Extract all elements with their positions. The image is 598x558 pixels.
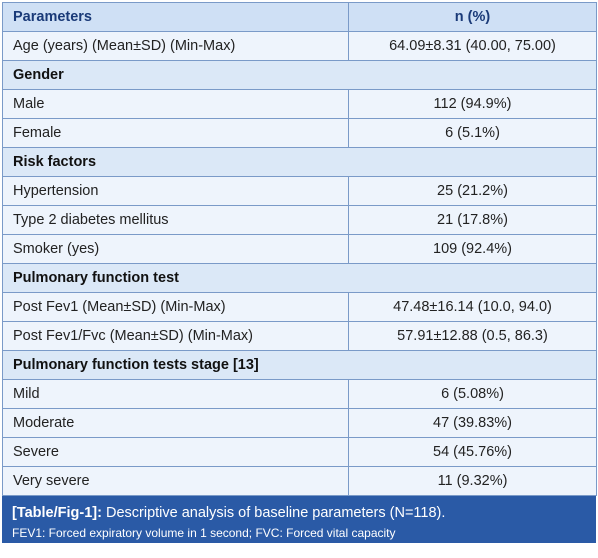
row-label: Mild [2,379,349,409]
row-label: Age (years) (Mean±SD) (Min-Max) [2,31,349,61]
row-label: Type 2 diabetes mellitus [2,205,349,235]
section-label: Pulmonary function test [2,263,597,293]
caption-tag: [Table/Fig-1]: [12,505,102,521]
table-body: Age (years) (Mean±SD) (Min-Max) 64.09±8.3… [2,31,597,496]
table-section-row: Pulmonary function tests stage [13] [2,350,597,380]
baseline-parameters-figure: Parameters n (%) Age (years) (Mean±SD) (… [2,2,597,543]
section-label: Pulmonary function tests stage [13] [2,350,597,380]
row-label: Very severe [2,466,349,496]
row-label: Smoker (yes) [2,234,349,264]
caption-title: Descriptive analysis of baseline paramet… [105,505,446,521]
table-caption: [Table/Fig-1]: Descriptive analysis of b… [2,496,596,543]
row-value: 64.09±8.31 (40.00, 75.00) [348,31,597,61]
row-value: 112 (94.9%) [348,89,597,119]
row-value: 6 (5.1%) [348,118,597,148]
row-value: 54 (45.76%) [348,437,597,467]
row-label: Moderate [2,408,349,438]
row-label: Hypertension [2,176,349,206]
row-label: Male [2,89,349,119]
section-label: Risk factors [2,147,597,177]
table-section-row: Risk factors [2,147,597,177]
table-row: Severe 54 (45.76%) [2,437,597,467]
table-header-row: Parameters n (%) [2,2,597,32]
table-row: Age (years) (Mean±SD) (Min-Max) 64.09±8.3… [2,31,597,61]
row-label: Female [2,118,349,148]
table-row: Hypertension 25 (21.2%) [2,176,597,206]
row-label: Severe [2,437,349,467]
row-value: 11 (9.32%) [348,466,597,496]
table-row: Post Fev1 (Mean±SD) (Min-Max) 47.48±16.14… [2,292,597,322]
row-value: 57.91±12.88 (0.5, 86.3) [348,321,597,351]
table-row: Moderate 47 (39.83%) [2,408,597,438]
caption-footnote: FEV1: Forced expiratory volume in 1 seco… [12,526,396,540]
table-row: Mild 6 (5.08%) [2,379,597,409]
row-value: 47 (39.83%) [348,408,597,438]
row-label: Post Fev1 (Mean±SD) (Min-Max) [2,292,349,322]
section-label: Gender [2,60,597,90]
table-section-row: Gender [2,60,597,90]
baseline-parameters-table: Parameters n (%) Age (years) (Mean±SD) (… [2,2,597,496]
row-label: Post Fev1/Fvc (Mean±SD) (Min-Max) [2,321,349,351]
row-value: 47.48±16.14 (10.0, 94.0) [348,292,597,322]
header-n-percent: n (%) [348,2,597,32]
table-row: Type 2 diabetes mellitus 21 (17.8%) [2,205,597,235]
table-row: Male 112 (94.9%) [2,89,597,119]
caption-title-line: [Table/Fig-1]: Descriptive analysis of b… [12,505,596,522]
table-section-row: Pulmonary function test [2,263,597,293]
row-value: 25 (21.2%) [348,176,597,206]
table-row: Post Fev1/Fvc (Mean±SD) (Min-Max) 57.91±1… [2,321,597,351]
header-parameters: Parameters [2,2,349,32]
table-row: Smoker (yes) 109 (92.4%) [2,234,597,264]
table-row: Female 6 (5.1%) [2,118,597,148]
row-value: 6 (5.08%) [348,379,597,409]
table-row: Very severe 11 (9.32%) [2,466,597,496]
row-value: 21 (17.8%) [348,205,597,235]
row-value: 109 (92.4%) [348,234,597,264]
